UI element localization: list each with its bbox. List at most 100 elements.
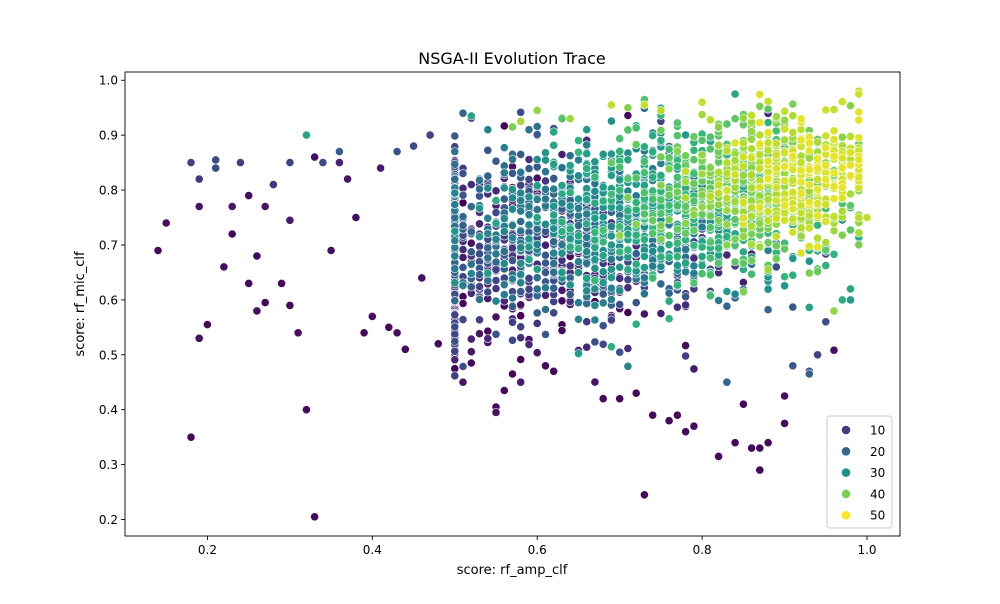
data-point <box>508 243 517 253</box>
data-point <box>780 148 789 158</box>
data-point <box>574 244 583 254</box>
data-point <box>202 320 212 329</box>
data-point <box>466 111 476 121</box>
data-point <box>574 298 583 308</box>
data-point <box>532 106 542 115</box>
data-point <box>623 103 633 113</box>
data-point <box>607 273 616 282</box>
data-point <box>532 213 542 222</box>
data-point <box>796 158 806 167</box>
data-point <box>681 258 690 268</box>
data-point <box>771 232 781 241</box>
data-point <box>722 168 732 178</box>
data-point <box>557 189 567 199</box>
data-point <box>565 188 575 197</box>
data-point <box>829 345 839 355</box>
data-point <box>458 362 468 371</box>
data-point <box>747 221 756 231</box>
data-point <box>615 394 625 404</box>
data-point <box>780 272 789 282</box>
data-point <box>788 227 798 237</box>
data-point <box>475 270 484 280</box>
data-point <box>804 256 814 266</box>
data-point <box>466 238 476 248</box>
data-point <box>466 259 476 269</box>
data-point <box>532 308 542 318</box>
data-point <box>499 214 509 223</box>
data-point <box>697 261 707 270</box>
data-point <box>763 265 773 275</box>
data-point <box>285 158 295 167</box>
data-point <box>763 145 773 155</box>
data-point <box>788 253 798 263</box>
data-point <box>458 299 468 308</box>
data-point <box>648 229 658 238</box>
data-point <box>574 147 583 157</box>
data-point <box>590 315 600 325</box>
data-point <box>813 350 822 360</box>
data-point <box>541 176 550 186</box>
data-point <box>524 192 534 202</box>
data-point <box>730 206 740 216</box>
data-point <box>714 243 723 253</box>
data-point <box>681 228 690 238</box>
data-point <box>532 273 542 283</box>
data-point <box>697 110 707 119</box>
data-point <box>458 245 468 254</box>
data-point <box>673 410 682 420</box>
data-point <box>607 100 616 110</box>
data-point <box>541 219 550 229</box>
data-point <box>681 292 690 302</box>
data-point <box>656 221 666 231</box>
data-point <box>780 208 789 218</box>
data-point <box>516 195 526 205</box>
data-point <box>739 232 748 241</box>
data-point <box>722 206 732 215</box>
data-point <box>837 230 847 240</box>
data-point <box>739 171 748 180</box>
data-point <box>648 147 658 157</box>
data-point <box>739 399 748 409</box>
data-point <box>730 257 740 267</box>
data-point <box>326 246 336 255</box>
data-point <box>252 306 262 316</box>
data-point <box>829 249 839 259</box>
data-point <box>714 296 723 305</box>
data-point <box>788 111 798 121</box>
data-point <box>516 278 526 288</box>
data-point <box>508 256 517 265</box>
data-point <box>450 355 460 365</box>
data-point <box>475 241 484 251</box>
data-point <box>664 296 674 306</box>
data-point <box>656 209 666 219</box>
y-tick-label: 0.3 <box>99 458 118 472</box>
data-point <box>590 243 600 252</box>
data-point <box>541 330 550 339</box>
data-point <box>483 171 493 181</box>
data-point <box>508 302 517 311</box>
data-point <box>574 349 583 358</box>
data-point <box>532 205 542 214</box>
data-point <box>631 388 641 398</box>
data-point <box>557 217 567 227</box>
data-point <box>475 329 484 339</box>
data-point <box>590 213 600 223</box>
data-point <box>483 213 493 223</box>
data-point <box>516 355 526 364</box>
data-point <box>837 153 847 163</box>
data-point <box>607 283 616 293</box>
data-point <box>689 253 699 263</box>
data-point <box>739 213 748 223</box>
data-point <box>549 184 559 194</box>
data-point <box>722 377 732 387</box>
x-tick-label: 0.6 <box>528 543 547 557</box>
data-point <box>829 181 839 191</box>
data-point <box>730 183 740 192</box>
data-point <box>714 258 723 268</box>
data-point <box>400 344 410 354</box>
data-point <box>351 213 361 222</box>
data-point <box>392 147 402 156</box>
data-point <box>664 288 674 298</box>
data-point <box>475 232 484 242</box>
data-point <box>813 154 822 164</box>
